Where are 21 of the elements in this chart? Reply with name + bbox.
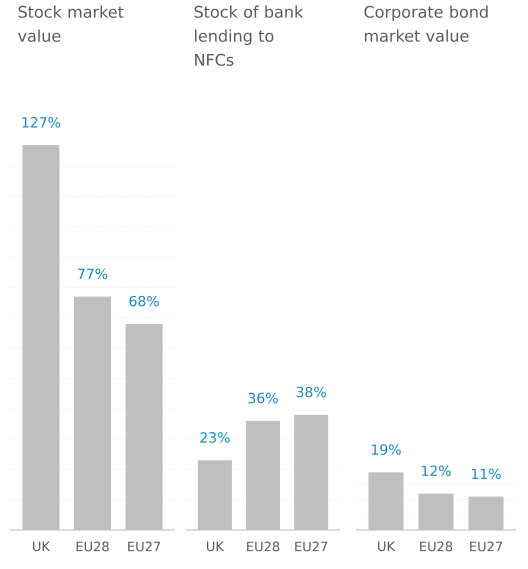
- data-label: 127%: [22, 117, 60, 128]
- chart-title: Corporate bond market value: [364, 6, 488, 42]
- data-label: 68%: [129, 296, 159, 306]
- x-tick-label: EU28: [76, 542, 109, 552]
- x-tick-label: EU27: [470, 542, 502, 552]
- data-label: 19%: [372, 444, 401, 455]
- data-label: 38%: [296, 386, 326, 398]
- x-tick-label: EU28: [247, 542, 280, 552]
- x-tick-label: UK: [206, 542, 224, 552]
- chart-title: Stock market value: [18, 6, 124, 42]
- x-tick-label: EU27: [295, 542, 328, 552]
- data-label: 77%: [78, 268, 108, 280]
- x-tick-label: UK: [378, 542, 396, 552]
- x-tick-label: UK: [33, 542, 50, 552]
- chart-title: Stock of bank lending to NFCs: [194, 6, 304, 66]
- x-tick-label: EU28: [420, 542, 452, 552]
- data-label: 23%: [200, 432, 230, 443]
- x-tick-label: EU27: [128, 542, 160, 552]
- data-label: 36%: [248, 392, 278, 404]
- data-label: 11%: [472, 468, 501, 480]
- data-label: 12%: [422, 466, 451, 476]
